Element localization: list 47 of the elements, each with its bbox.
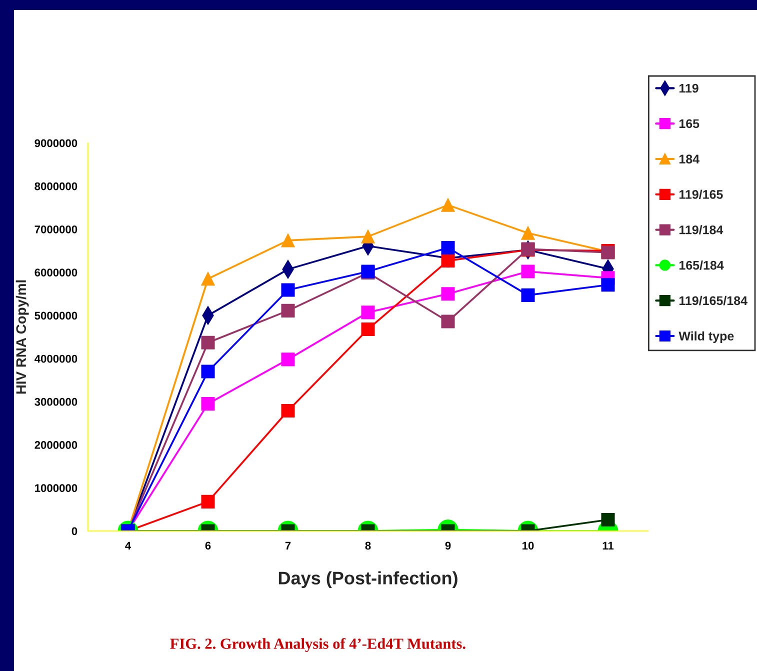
x-axis-title: Days (Post-infection) [278,571,458,588]
point [281,234,295,248]
point [441,287,455,301]
point [521,226,535,240]
x-tick-label: 11 [602,542,614,550]
y-tick-label: 7000000 [34,225,78,234]
legend-label: 184 [679,154,700,164]
y-tick-label: 9000000 [34,139,78,148]
legend-label: 165 [679,119,700,128]
point [521,264,535,278]
point [521,288,535,302]
x-tick-label: 9 [445,542,451,550]
legend-label: 119/165/184 [679,296,748,306]
legend-label: Wild type [678,331,734,343]
point [441,254,455,268]
y-tick-label: 0 [72,527,78,536]
legend-label: 119/184 [679,225,724,234]
point [201,336,215,350]
x-tick-label: 8 [365,542,371,550]
x-tick-label: 10 [522,542,534,550]
point [601,278,615,292]
y-tick-label: 5000000 [34,312,78,320]
y-tick-label: 8000000 [34,182,78,190]
y-tick-label: 2000000 [34,441,78,449]
x-tick-label: 6 [205,542,211,550]
point [441,240,455,255]
point [201,272,215,286]
point [201,364,215,378]
y-tick-label: 4000000 [34,354,78,363]
x-tick-label: 7 [285,542,291,550]
point [361,322,375,336]
y-axis-title: HIV RNA Copy/ml [16,280,29,394]
legend-label: 165/184 [679,260,724,270]
point [281,352,295,366]
point [441,314,455,328]
caption: FIG. 2. Growth Analysis of 4’-Ed4T Mutants. [170,638,466,652]
legend-label: 119 [679,84,698,93]
point [441,198,455,212]
y-tick-label: 3000000 [34,398,78,406]
point [281,283,295,297]
legend-label: 119/165 [679,190,723,200]
y-tick-label: 1000000 [35,484,78,492]
point [361,306,375,320]
point [281,304,295,318]
x-tick-label: 4 [125,542,132,550]
y-tick-label: 6000000 [34,268,78,276]
point [361,230,375,244]
